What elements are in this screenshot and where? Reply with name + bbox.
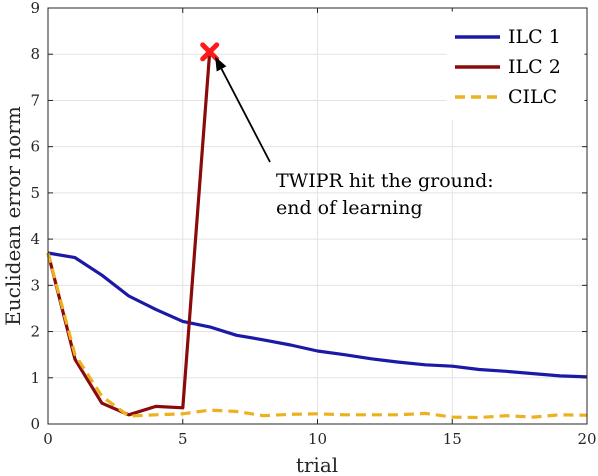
legend-label-ilc2: ILC 2 [508, 56, 561, 78]
legend-label-ilc1: ILC 1 [508, 26, 561, 48]
y-tick-label: 1 [30, 369, 40, 387]
marker-layer [200, 42, 220, 62]
y-tick-label: 9 [30, 0, 40, 17]
series-line-ilc1 [47, 251, 588, 379]
legend-label-cilc: CILC [508, 86, 557, 108]
x-tick-label: 20 [577, 430, 596, 448]
annotation-arrow [220, 68, 271, 163]
series-line-cilc [46, 252, 588, 420]
y-tick-label: 5 [30, 184, 40, 202]
x-tick-label: 15 [443, 430, 462, 448]
series-line-ilc2 [46, 51, 212, 417]
y-tick-label: 3 [30, 276, 40, 294]
ticks [47, 7, 588, 425]
annotation-arrowhead [215, 56, 227, 72]
y-tick-label: 4 [30, 230, 40, 248]
annotation: TWIPR hit the ground: end of learning [215, 56, 494, 219]
legend: ILC 1 ILC 2 CILC [446, 11, 585, 120]
x-axis-label: trial [296, 453, 338, 476]
y-tick-label: 2 [30, 323, 40, 341]
y-tick-label: 6 [30, 138, 40, 156]
annotation-text-line-1: TWIPR hit the ground: [276, 170, 494, 192]
x-tick-label: 0 [43, 430, 53, 448]
x-tick-label: 10 [308, 430, 327, 448]
marker-x-stroke-2 [200, 42, 220, 62]
y-tick-label: 8 [30, 45, 40, 63]
annotation-text-line-2: end of learning [276, 197, 423, 219]
series-layer [46, 51, 588, 420]
tick-labels: 0 5 10 15 20 0 1 2 3 4 5 6 7 8 9 [30, 0, 596, 448]
x-tick-label: 5 [178, 430, 188, 448]
y-axis-label: Euclidean error norm [1, 106, 25, 326]
y-tick-label: 7 [30, 91, 40, 109]
y-tick-label: 0 [30, 415, 40, 433]
